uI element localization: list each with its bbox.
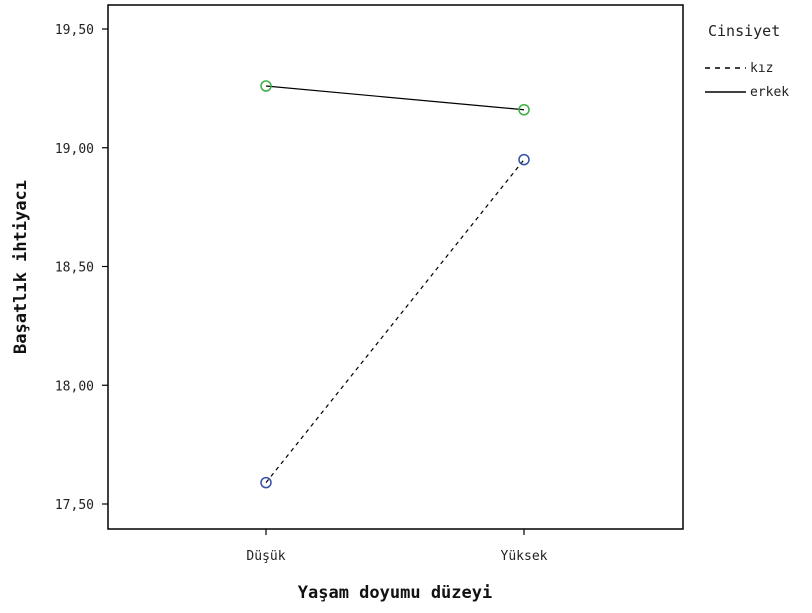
legend: Cinsiyet kız erkek — [705, 22, 789, 100]
y-tick-label: 18,50 — [55, 261, 94, 276]
series-line-1 — [265, 159, 525, 483]
data-point — [518, 104, 530, 116]
data-point — [260, 476, 272, 489]
legend-label: erkek — [750, 85, 789, 100]
x-tick-label: Düşük — [246, 549, 285, 564]
plot-frame — [107, 4, 684, 530]
series-layer — [260, 80, 530, 489]
y-axis-title: Başatlık ihtiyacı — [11, 180, 31, 354]
legend-title: Cinsiyet — [708, 22, 780, 40]
y-tick-label: 19,50 — [55, 23, 94, 38]
x-tick-label: Yüksek — [501, 549, 548, 564]
data-point — [518, 153, 530, 166]
data-point — [260, 80, 272, 92]
y-tick-label: 18,00 — [55, 379, 94, 394]
y-tick-label: 17,50 — [55, 498, 94, 513]
x-axis-title: Yaşam doyumu düzeyi — [298, 583, 492, 603]
y-tick-label: 19,00 — [55, 142, 94, 157]
x-axis: Düşük Yüksek — [246, 529, 548, 564]
y-axis: 17,50 18,00 18,50 19,00 19,50 — [55, 23, 108, 513]
legend-label: kız — [750, 61, 773, 76]
series-line-2 — [265, 85, 525, 111]
